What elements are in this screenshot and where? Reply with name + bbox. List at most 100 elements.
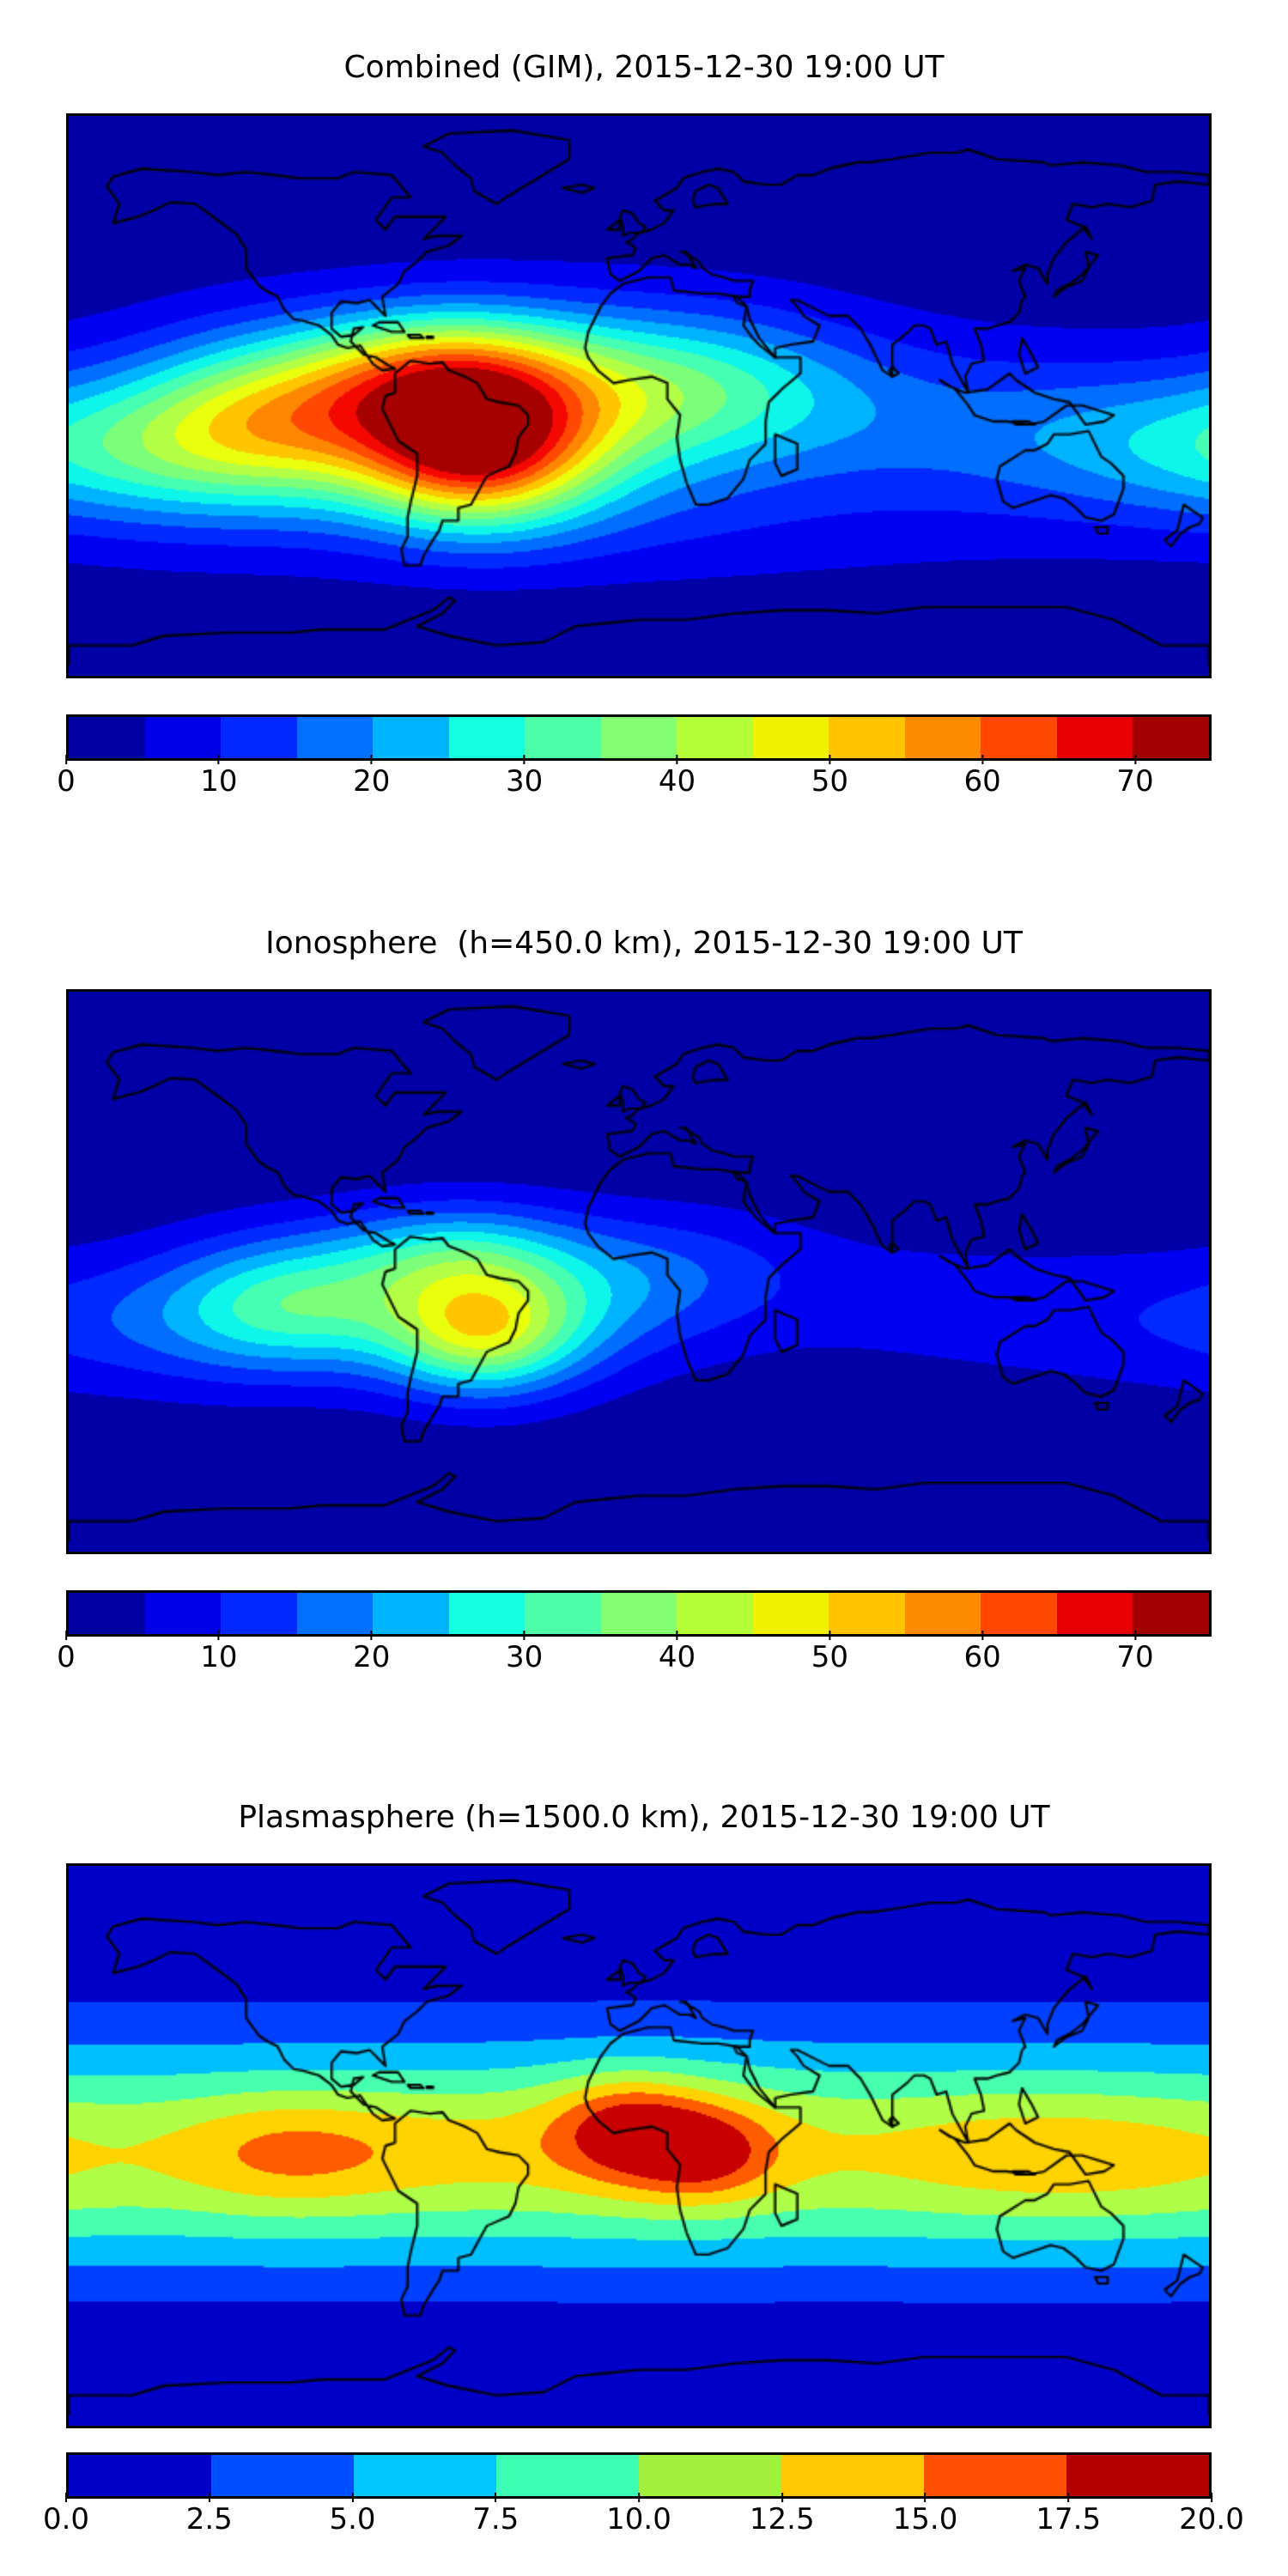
colorbar-plasmasphere [66,2452,1212,2499]
tec-map-combined [69,116,1209,676]
colorbar-band [924,2455,1066,2496]
colorbar-band [496,2455,639,2496]
colorbar-tick-mark [637,2493,640,2502]
colorbar-tick-label: 70 [1116,755,1154,799]
colorbar-tick-mark [495,2493,497,2502]
colorbar-band [904,1593,981,1634]
colorbar-ticks-plasmasphere: 0.0 2.5 5.0 7.5 10.0 12.5 15.0 17.5 20.0 [43,2493,1244,2542]
colorbar-band [69,2455,211,2496]
colorbar-tick-mark [676,755,678,764]
colorbar-tick-label: 12.5 [750,2493,815,2537]
colorbar-gradient-ionosphere [69,1593,1209,1634]
colorbar-band [296,717,374,758]
colorbar-band [829,1593,905,1634]
colorbar-tick-label: 10.0 [606,2493,671,2537]
tec-map-ionosphere [69,992,1209,1552]
colorbar-band [600,717,677,758]
colorbar-band [1133,1593,1209,1634]
colorbar-tick-label: 40 [659,755,696,799]
colorbar-band [981,717,1057,758]
colorbar-gradient-plasmasphere [69,2455,1209,2496]
colorbar-tick-mark [64,755,67,764]
colorbar-tick-mark [523,755,526,764]
panel-title-ionosphere: Ionosphere (h=450.0 km), 2015-12-30 19:0… [265,926,1023,961]
colorbar-band [639,2455,781,2496]
colorbar-tick-label: 15.0 [893,2493,957,2537]
colorbar-band [69,1593,145,1634]
colorbar-band [1056,1593,1133,1634]
colorbar-band [752,717,829,758]
colorbar-tick-mark [370,1631,373,1640]
map-axes-plasmasphere [66,1863,1212,2428]
colorbar-band [296,1593,374,1634]
colorbar-tick-label: 70 [1116,1631,1154,1674]
colorbar-tick-label: 2.5 [186,2493,233,2537]
colorbar-band [981,1593,1057,1634]
colorbar-tick-label: 0.0 [43,2493,89,2537]
colorbar-combined [66,714,1212,761]
colorbar-band [1056,717,1133,758]
map-axes-combined [66,113,1212,678]
colorbar-tick-label: 20 [353,1631,390,1674]
colorbar-tick-label: 50 [811,755,848,799]
colorbar-tick-mark [981,755,984,764]
colorbar-tick-mark [676,1631,678,1640]
colorbar-band [373,717,449,758]
colorbar-tick-mark [1210,2493,1212,2502]
colorbar-band [448,1593,526,1634]
colorbar-tick-label: 7.5 [472,2493,519,2537]
colorbar-band [448,717,526,758]
colorbar-tick-label: 60 [964,755,1001,799]
colorbar-tick-label: 10 [200,1631,237,1674]
colorbar-band [221,717,297,758]
colorbar-ionosphere [66,1590,1212,1637]
colorbar-band [525,1593,601,1634]
colorbar-band [677,1593,753,1634]
colorbar-tick-mark [370,755,373,764]
colorbar-band [525,717,601,758]
colorbar-gradient-combined [69,717,1209,758]
colorbar-tick-mark [217,1631,220,1640]
colorbar-band [354,2455,496,2496]
map-axes-ionosphere [66,989,1212,1554]
colorbar-tick-label: 30 [506,1631,543,1674]
colorbar-band [211,2455,354,2496]
colorbar-tick-label: 17.5 [1036,2493,1101,2537]
colorbar-tick-label: 0 [57,755,76,799]
colorbar-tick-label: 50 [811,1631,848,1674]
colorbar-tick-mark [351,2493,354,2502]
colorbar-tick-mark [829,755,831,764]
colorbar-tick-label: 5.0 [329,2493,376,2537]
tec-map-plasmasphere [69,1866,1209,2426]
colorbar-tick-label: 40 [659,1631,696,1674]
colorbar-ticks-ionosphere: 0 10 20 30 40 50 60 70 [57,1631,1212,1680]
colorbar-band [144,717,222,758]
colorbar-tick-mark [829,1631,831,1640]
colorbar-tick-mark [781,2493,783,2502]
colorbar-band [829,717,905,758]
colorbar-tick-label: 30 [506,755,543,799]
colorbar-tick-label: 20.0 [1179,2493,1244,2537]
colorbar-tick-label: 10 [200,755,237,799]
colorbar-tick-mark [1067,2493,1070,2502]
colorbar-band [1066,2455,1209,2496]
colorbar-tick-mark [924,2493,927,2502]
colorbar-band [904,717,981,758]
colorbar-band [781,2455,924,2496]
colorbar-tick-mark [64,1631,67,1640]
colorbar-band [144,1593,222,1634]
colorbar-band [600,1593,677,1634]
colorbar-tick-mark [1134,1631,1137,1640]
colorbar-band [752,1593,829,1634]
colorbar-tick-label: 0 [57,1631,76,1674]
colorbar-tick-mark [208,2493,210,2502]
colorbar-band [677,717,753,758]
colorbar-tick-mark [1134,755,1137,764]
colorbar-tick-mark [64,2493,67,2502]
colorbar-tick-label: 20 [353,755,390,799]
colorbar-tick-mark [523,1631,526,1640]
colorbar-tick-mark [217,755,220,764]
colorbar-band [373,1593,449,1634]
colorbar-band [221,1593,297,1634]
